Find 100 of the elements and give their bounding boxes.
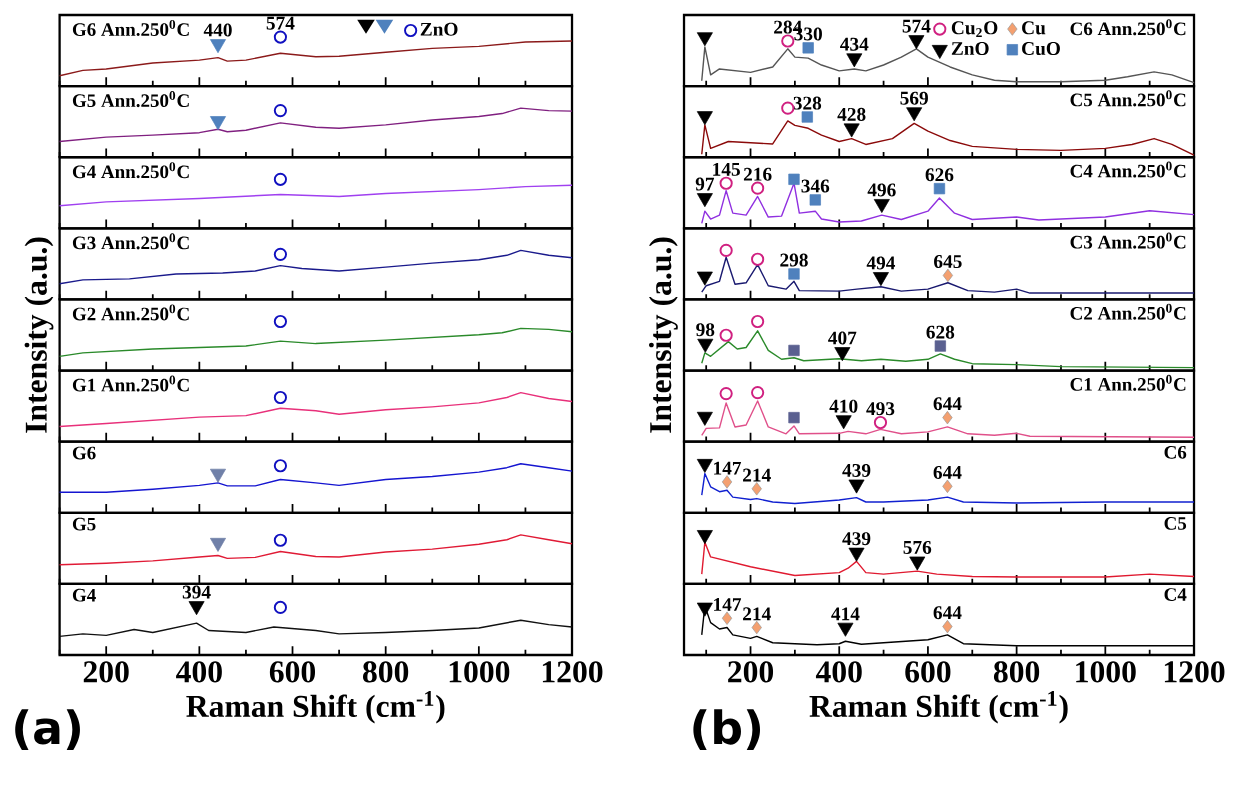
chart-title: G5 Ann.250$^{0}$C bbox=[72, 91, 189, 108]
legend-label: Cu$_{2}$O bbox=[951, 21, 998, 38]
point bbox=[751, 386, 765, 400]
chart-title: G5 bbox=[72, 517, 96, 531]
point bbox=[942, 479, 953, 493]
annotation: 214 bbox=[743, 607, 771, 621]
point bbox=[719, 387, 733, 401]
legend-label: ZnO bbox=[420, 22, 458, 36]
point bbox=[809, 194, 821, 206]
point bbox=[751, 620, 762, 635]
chart-title: G6 Ann.250$^{0}$C bbox=[72, 19, 189, 37]
point bbox=[788, 268, 800, 280]
chart-title: C6 bbox=[1164, 445, 1187, 459]
point bbox=[696, 459, 713, 473]
x-tick-label: 1000 bbox=[449, 661, 510, 683]
x-tick-label: 400 bbox=[176, 661, 222, 683]
x-axis-title: Raman Shift (cm$^{-1}$) bbox=[809, 691, 1068, 724]
chart-title: C1 Ann.250$^{0}$C bbox=[1070, 374, 1186, 391]
chart-title: G4 bbox=[72, 588, 96, 602]
annotation: 439 bbox=[842, 464, 871, 477]
x-tick-label: 600 bbox=[905, 661, 951, 683]
x-tick-label: 200 bbox=[728, 661, 774, 683]
chart-title: C5 Ann.250$^{0}$C bbox=[1070, 90, 1186, 107]
annotation: 574 bbox=[266, 16, 295, 30]
point bbox=[721, 475, 733, 489]
point bbox=[751, 181, 765, 195]
chart-title: C2 Ann.250$^{0}$C bbox=[1070, 303, 1186, 320]
annotation: 346 bbox=[801, 179, 830, 193]
annotation: 494 bbox=[866, 256, 896, 270]
point bbox=[696, 411, 713, 426]
text: (a) bbox=[15, 709, 80, 751]
annotation: 644 bbox=[933, 606, 962, 620]
point bbox=[942, 619, 953, 634]
annotation: 97 bbox=[695, 177, 715, 191]
chart-title: G4 Ann.250$^{0}$C bbox=[72, 162, 189, 179]
point bbox=[696, 111, 713, 126]
point bbox=[837, 622, 854, 637]
annotation: 214 bbox=[743, 468, 771, 482]
annotation: 328 bbox=[793, 96, 822, 110]
annotation: 644 bbox=[933, 465, 962, 479]
legend-label: CuO bbox=[1022, 42, 1060, 56]
x-tick-label: 1200 bbox=[542, 661, 603, 683]
point bbox=[697, 338, 714, 353]
chart-title: C6 Ann.250$^{0}$C bbox=[1070, 19, 1186, 36]
point bbox=[721, 611, 733, 625]
annotation: 626 bbox=[925, 168, 954, 182]
text: (b) bbox=[693, 709, 761, 751]
point bbox=[781, 101, 795, 115]
annotation: 414 bbox=[831, 607, 860, 621]
point bbox=[788, 173, 800, 185]
point bbox=[751, 252, 765, 266]
y-axis-title: Intensity (a.u.) bbox=[24, 237, 54, 433]
x-tick-label: 800 bbox=[363, 661, 409, 683]
chart-title: C4 Ann.250$^{0}$C bbox=[1070, 161, 1186, 178]
y-axis-title: Intensity (a.u.) bbox=[649, 237, 678, 433]
annotation: 98 bbox=[696, 323, 715, 337]
annotation: 428 bbox=[837, 107, 866, 121]
annotation: 574 bbox=[902, 19, 931, 33]
point bbox=[788, 412, 800, 424]
point bbox=[788, 344, 800, 357]
chart-title: C5 bbox=[1164, 517, 1187, 530]
point bbox=[719, 243, 733, 258]
annotation: 569 bbox=[900, 91, 928, 105]
annotation: 145 bbox=[713, 162, 740, 176]
point bbox=[872, 272, 889, 287]
point bbox=[696, 602, 713, 617]
x-tick-label: 800 bbox=[993, 661, 1040, 683]
annotation: 216 bbox=[743, 167, 772, 181]
x-tick-label: 200 bbox=[83, 661, 129, 683]
annotation: 394 bbox=[182, 585, 211, 599]
annotation: 434 bbox=[840, 37, 869, 51]
annotation: 496 bbox=[867, 183, 896, 197]
point bbox=[933, 183, 946, 195]
chart-title: G2 Ann.250$^{0}$C bbox=[72, 304, 189, 321]
annotation: 410 bbox=[829, 399, 858, 413]
chart-title: C3 Ann.250$^{0}$C bbox=[1070, 232, 1186, 249]
point bbox=[843, 123, 860, 138]
point bbox=[696, 271, 713, 286]
point bbox=[942, 268, 953, 283]
point bbox=[719, 176, 733, 190]
point bbox=[751, 314, 765, 329]
annotation: 576 bbox=[903, 540, 932, 554]
chart-title: G1 Ann.250$^{0}$C bbox=[72, 375, 189, 392]
annotation: 147 bbox=[714, 598, 742, 611]
legend-label: ZnO bbox=[951, 42, 989, 56]
x-tick-label: 1200 bbox=[1164, 661, 1225, 683]
chart-title: C4 bbox=[1164, 588, 1187, 601]
annotation: 645 bbox=[934, 255, 962, 269]
annotation: 644 bbox=[933, 397, 962, 411]
point bbox=[835, 415, 852, 430]
chart-title: G6 bbox=[72, 446, 96, 460]
point bbox=[696, 193, 713, 208]
x-tick-label: 600 bbox=[269, 661, 316, 683]
point bbox=[942, 410, 953, 425]
x-tick-label: 400 bbox=[815, 661, 862, 683]
point bbox=[751, 482, 762, 496]
annotation: 147 bbox=[714, 461, 742, 475]
point bbox=[906, 107, 923, 122]
annotation: 628 bbox=[926, 325, 955, 339]
x-tick-label: 1000 bbox=[1076, 661, 1136, 683]
